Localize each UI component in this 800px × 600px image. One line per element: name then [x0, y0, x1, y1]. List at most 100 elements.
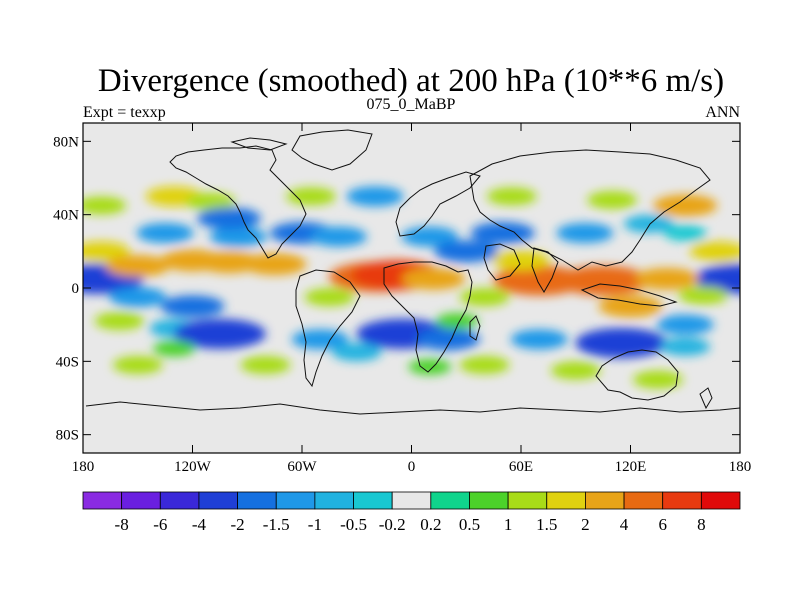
field-patch-36	[401, 226, 459, 247]
coastline-maritime-continent	[580, 283, 678, 307]
coastline-outlines	[85, 129, 740, 415]
field-patch-33	[331, 343, 382, 362]
coastline-south-america	[295, 269, 361, 388]
colorbar-box-10	[469, 491, 509, 510]
field-patch-28	[401, 267, 466, 290]
colorbar-box-2	[159, 491, 200, 510]
field-patch-12	[173, 318, 266, 349]
colorbar-label: 1.5	[536, 515, 557, 534]
colorbar-label: -0.2	[379, 515, 406, 534]
field-patch-18	[185, 192, 236, 211]
field-patch-43	[587, 191, 638, 209]
colorbar-label: -0.5	[340, 515, 367, 534]
colorbar-box-15	[662, 491, 702, 510]
axis-ticks	[82, 123, 741, 453]
x-tick-label: 120E	[615, 459, 647, 475]
colorbar-label: -6	[153, 515, 167, 534]
field-patch-4	[105, 255, 170, 277]
field-patch-34	[408, 358, 452, 375]
colorbar-box-7	[353, 491, 393, 510]
field-patch-42	[486, 187, 537, 206]
field-patch-2	[83, 241, 130, 262]
coastline-asia	[469, 149, 711, 271]
field-patch-21	[197, 207, 261, 230]
colorbar-box-5	[275, 491, 316, 510]
field-patch-51	[598, 295, 663, 318]
field-patch-23	[310, 226, 367, 247]
field-patch-0	[694, 263, 740, 294]
colorbar	[82, 491, 741, 510]
field-patch-3	[689, 241, 740, 262]
colorbar-label: 1	[504, 515, 513, 534]
y-tick-label: 0	[72, 281, 80, 297]
field-patch-9	[160, 295, 225, 318]
field-patch-54	[656, 314, 714, 335]
field-patch-20	[209, 226, 267, 247]
colorbar-label: 8	[697, 515, 706, 534]
field-patch-38	[470, 222, 535, 244]
field-patch-7	[242, 253, 307, 276]
x-tick-label: 120W	[174, 459, 212, 475]
colorbar-label: 6	[658, 515, 667, 534]
field-patch-29	[304, 288, 355, 307]
field-patch-47	[635, 267, 699, 290]
coastline-antarctica	[85, 401, 740, 415]
season-label: ANN	[705, 104, 740, 121]
field-patch-58	[459, 356, 510, 374]
coastline-arctic-islands	[230, 137, 288, 151]
coastline-arabia	[483, 243, 521, 281]
axis-tick-labels: 180 120W 60W 0 60E 120E 180 80N 40N 0 40S 80S	[53, 134, 751, 475]
x-tick-label: 60W	[287, 459, 317, 475]
coastline-india	[531, 247, 559, 293]
colorbar-label: -2	[231, 515, 245, 534]
field-patch-14	[112, 356, 163, 374]
coastline-australia	[595, 349, 679, 401]
field-patch-55	[660, 337, 711, 356]
divergence-contour-fields	[83, 186, 740, 389]
field-patch-13	[152, 340, 196, 357]
field-patch-52	[510, 329, 568, 350]
field-patch-44	[653, 194, 718, 217]
plot-area	[83, 123, 740, 453]
coastline-greenland	[291, 129, 373, 171]
colorbar-box-16	[700, 491, 741, 510]
x-tick-label: 180	[729, 459, 752, 475]
colorbar-box-0	[82, 491, 123, 510]
coastline-madagascar	[469, 315, 481, 341]
colorbar-box-3	[198, 491, 238, 510]
colorbar-box-6	[314, 491, 354, 510]
field-patch-53	[575, 328, 668, 358]
coastline-north-america	[169, 145, 307, 259]
field-patch-46	[557, 265, 650, 296]
field-patch-41	[663, 225, 707, 241]
field-patch-48	[492, 250, 550, 271]
x-tick-label: 60E	[509, 459, 533, 475]
coastline-new-zealand	[699, 387, 713, 410]
experiment-label: Expt = texxp	[83, 104, 166, 121]
y-tick-label: 80S	[56, 428, 79, 444]
colorbar-labels: -8 -6 -4 -2 -1.5 -1 -0.5 -0.2 0.2 0.5 1 1.5 2 4 6 8	[115, 515, 706, 534]
coastline-africa	[383, 261, 473, 373]
field-patch-50	[678, 286, 729, 305]
y-tick-label: 80N	[53, 134, 79, 150]
colorbar-label: 2	[581, 515, 590, 534]
x-tick-label: 180	[72, 459, 95, 475]
colorbar-label: 4	[620, 515, 629, 534]
colorbar-box-4	[237, 491, 277, 510]
field-patch-37	[434, 240, 499, 263]
field-patch-19	[136, 223, 194, 243]
y-tick-label: 40S	[56, 354, 79, 370]
field-patch-10	[94, 312, 145, 330]
colorbar-label: 0.2	[420, 515, 441, 534]
colorbar-label: -8	[115, 515, 129, 534]
colorbar-label: 0.5	[459, 515, 480, 534]
colorbar-box-11	[507, 491, 548, 510]
field-patch-40	[623, 214, 674, 233]
field-patch-57	[632, 370, 683, 389]
field-patch-56	[550, 361, 601, 380]
field-patch-24	[346, 186, 404, 207]
field-patch-16	[83, 196, 127, 215]
field-patch-32	[416, 328, 480, 351]
colorbar-box-12	[546, 491, 586, 510]
